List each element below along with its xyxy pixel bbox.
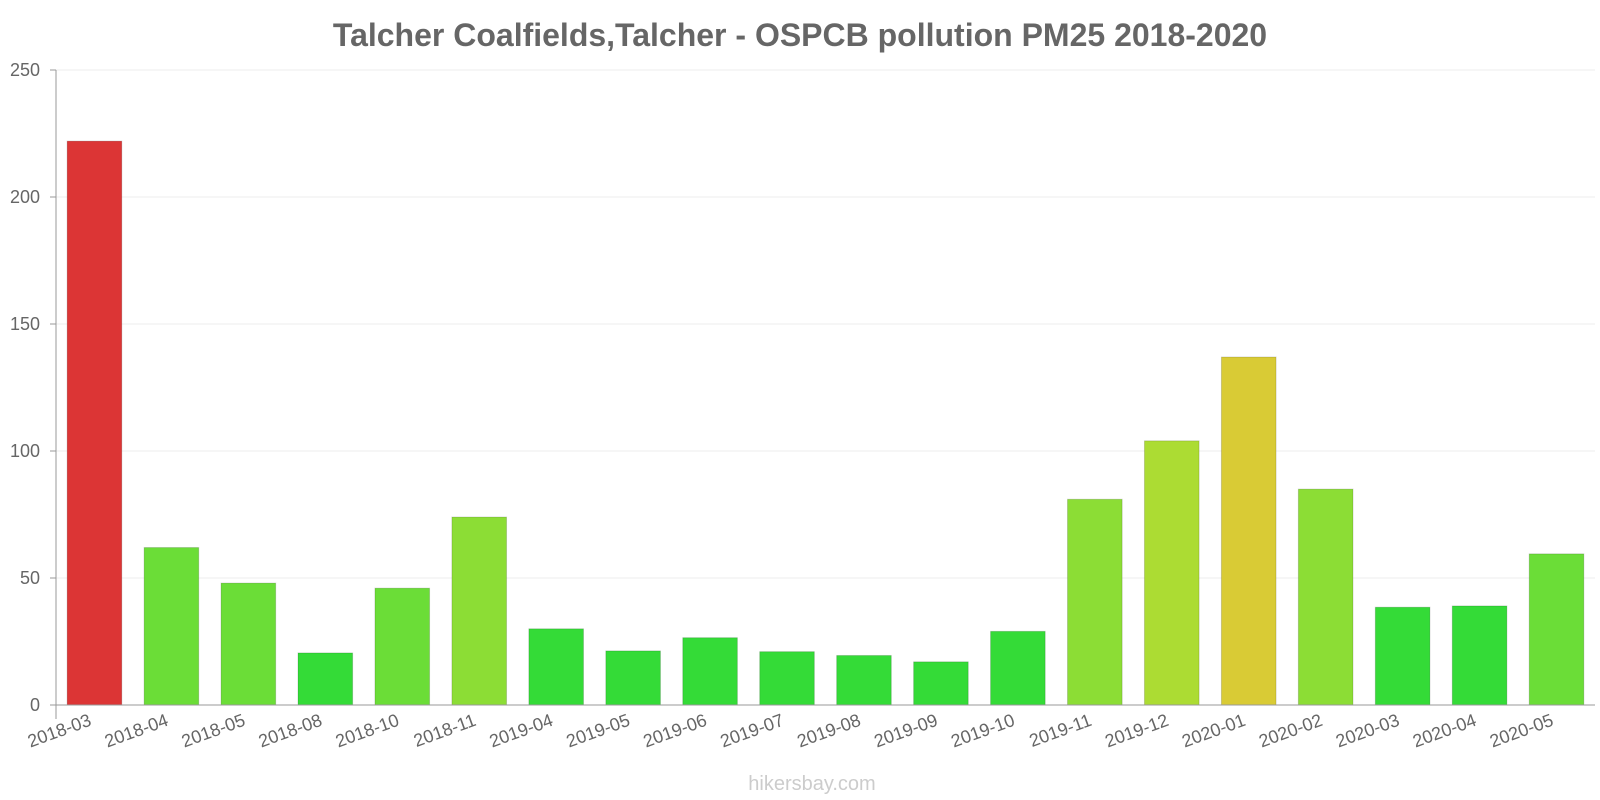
x-tick-label: 2019-11	[1027, 710, 1095, 751]
x-tick-label: 2019-08	[794, 710, 863, 751]
x-tick-label: 2019-05	[564, 710, 633, 751]
y-tick-label: 200	[10, 187, 40, 207]
x-tick-label: 2019-12	[1102, 710, 1171, 751]
x-tick-label: 2018-04	[102, 710, 171, 751]
x-tick-label: 2019-10	[948, 710, 1017, 751]
bar-2018-08	[297, 652, 354, 706]
x-tick-label: 2019-04	[487, 710, 556, 751]
bar-2019-07	[759, 651, 815, 706]
bar-2018-05	[220, 582, 277, 706]
bar-2019-08	[836, 654, 892, 706]
credit-text: hikersbay.com	[748, 773, 875, 795]
y-tick-label: 250	[10, 60, 40, 80]
x-tick-label: 2019-09	[871, 710, 940, 751]
bar-2020-01	[1220, 356, 1277, 706]
x-tick-label: 2019-07	[717, 710, 786, 751]
x-tick-label: 2020-03	[1333, 710, 1402, 751]
bar-2019-04	[528, 628, 584, 706]
x-axis: 2018-03 2018-04 2018-05 2018-08 2018-10 2018-…	[25, 704, 1595, 751]
y-axis: 0 50 100 150 200 250	[10, 60, 57, 719]
bar-2020-05	[1528, 553, 1585, 706]
y-tick-label: 50	[20, 568, 40, 588]
bar-2020-03	[1374, 606, 1431, 706]
x-tick-label: 2020-02	[1256, 710, 1325, 751]
bar-2018-03	[66, 140, 123, 706]
bar-2018-04	[143, 547, 200, 706]
bar-2020-04	[1451, 605, 1508, 706]
x-tick-label: 2020-04	[1410, 710, 1479, 751]
x-tick-label: 2018-08	[256, 710, 325, 751]
bar-2019-09	[913, 661, 969, 706]
bar-2019-10	[990, 630, 1046, 706]
bar-2019-11	[1067, 498, 1123, 706]
x-tick-label: 2019-06	[641, 710, 710, 751]
y-tick-label: 0	[30, 695, 40, 715]
x-tick-label: 2018-05	[179, 710, 248, 751]
bar-2019-05	[605, 650, 661, 706]
x-tick-label: 2018-03	[25, 710, 94, 751]
bar-2019-06	[682, 637, 738, 706]
gridlines	[56, 69, 1595, 579]
x-tick-label: 2018-10	[333, 710, 402, 751]
x-tick-label: 2018-11	[411, 710, 479, 751]
chart-title: Talcher Coalfields,Talcher - OSPCB pollu…	[333, 17, 1267, 53]
y-tick-label: 150	[10, 314, 40, 334]
bar-2019-12	[1143, 440, 1200, 706]
bar-2020-02	[1297, 488, 1354, 706]
bar-2018-11	[451, 516, 508, 706]
x-tick-label: 2020-01	[1179, 710, 1248, 751]
bars	[66, 140, 1585, 706]
y-tick-label: 100	[10, 441, 40, 461]
bar-2018-10	[374, 587, 431, 706]
x-tick-label: 2020-05	[1487, 710, 1556, 751]
